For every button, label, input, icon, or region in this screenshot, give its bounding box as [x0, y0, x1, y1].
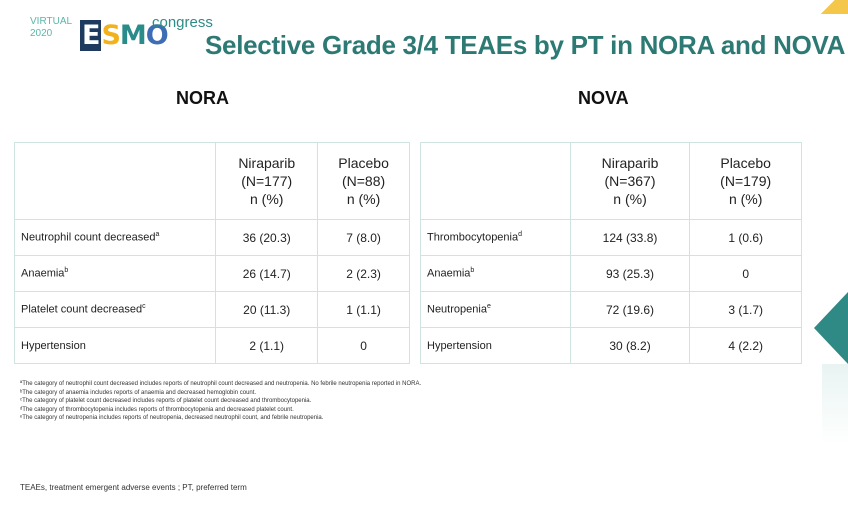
row-footnote-mark: b [64, 267, 69, 275]
placebo-value: 4 (2.2) [689, 327, 802, 364]
table-row: Anaemiab 93 (25.3) 0 [420, 255, 802, 292]
table-row: Hypertension 2 (1.1) 0 [13, 327, 410, 364]
row-footnote-mark: c [142, 303, 146, 311]
niraparib-value: 36 (20.3) [215, 219, 319, 256]
table-row: Thrombocytopeniad 124 (33.8) 1 (0.6) [420, 219, 802, 256]
nova-col1-drug: Niraparib [601, 155, 659, 171]
row-footnote-mark: a [155, 231, 160, 239]
row-footnote-mark: b [470, 267, 475, 275]
footnote: ᶜThe category of platelet count decrease… [20, 398, 312, 404]
footnote: ᵉThe category of neutropenia includes re… [20, 415, 324, 421]
nova-header-niraparib: Niraparib (N=367) n (%) [569, 142, 691, 220]
row-label: Neutropeniae [420, 291, 571, 328]
placebo-value: 0 [317, 327, 410, 364]
logo-letter-m: M [119, 20, 147, 51]
footnote: ᵇThe category of anaemia includes report… [20, 389, 257, 396]
abbreviations: TEAEs, treatment emergent adverse events… [20, 483, 247, 492]
placebo-value: 3 (1.7) [689, 291, 802, 328]
row-label: Anaemiab [13, 255, 217, 292]
table-row: Anaemiab 26 (14.7) 2 (2.3) [13, 255, 410, 292]
row-label: Neutrophil count decreaseda [13, 219, 217, 256]
row-label: Hypertension [420, 327, 571, 364]
niraparib-value: 72 (19.6) [569, 291, 691, 328]
row-footnote-mark: d [518, 231, 523, 239]
corner-decoration-right [814, 292, 848, 364]
nova-table: Niraparib (N=367) n (%) Placebo (N=179) … [420, 142, 802, 364]
logo-virtual-text: VIRTUAL 2020 [30, 16, 72, 40]
row-label-text: Hypertension [427, 339, 492, 352]
footnotes: ªThe category of neutrophil count decrea… [20, 380, 421, 423]
nora-col2-n: (N=88) [341, 173, 386, 189]
nova-heading: NOVA [578, 88, 629, 108]
niraparib-value: 124 (33.8) [569, 219, 691, 256]
nova-header-placebo: Placebo (N=179) n (%) [689, 142, 802, 220]
nora-heading: NORA [176, 88, 229, 108]
placebo-value: 1 (0.6) [689, 219, 802, 256]
placebo-value: 0 [689, 255, 802, 292]
row-label-text: Platelet count decreased [21, 303, 143, 316]
table-row: Neutropeniae 72 (19.6) 3 (1.7) [420, 291, 802, 328]
row-label-text: Neutropenia [427, 303, 487, 316]
row-label-text: Anaemia [21, 267, 65, 280]
row-label: Thrombocytopeniad [420, 219, 571, 256]
footnote: ᵈThe category of thrombocytopenia includ… [20, 406, 294, 413]
corner-decoration-gradient [822, 364, 848, 444]
slide-title: Selective Grade 3/4 TEAEs by PT in NORA … [205, 30, 846, 60]
placebo-value: 1 (1.1) [317, 291, 410, 328]
nova-header-blank [420, 142, 571, 220]
niraparib-value: 30 (8.2) [569, 327, 691, 364]
nora-header-blank [13, 142, 217, 220]
nova-col2-drug: Placebo [720, 155, 771, 171]
row-footnote-mark: e [486, 303, 491, 311]
logo-letter-e: E [80, 20, 102, 51]
niraparib-value: 93 (25.3) [569, 255, 691, 292]
nora-table-header: Niraparib (N=177) n (%) Placebo (N=88) n… [13, 142, 410, 220]
nova-col2-n: (N=179) [720, 173, 772, 189]
nova-col1-unit: n (%) [613, 191, 647, 207]
logo-virtual: VIRTUAL [30, 16, 73, 27]
nora-table: Niraparib (N=177) n (%) Placebo (N=88) n… [13, 142, 410, 364]
row-label-text: Anaemia [427, 267, 471, 280]
nora-col1-n: (N=177) [241, 173, 293, 189]
table-row: Platelet count decreasedc 20 (11.3) 1 (1… [13, 291, 410, 328]
row-label: Platelet count decreasedc [13, 291, 217, 328]
niraparib-value: 26 (14.7) [215, 255, 319, 292]
placebo-value: 7 (8.0) [317, 219, 410, 256]
footnote: ªThe category of neutrophil count decrea… [20, 381, 422, 387]
logo-year: 2020 [30, 28, 53, 39]
row-label-text: Thrombocytopenia [427, 231, 519, 244]
row-label-text: Neutrophil count decreased [21, 231, 156, 244]
nora-col1-unit: n (%) [249, 191, 284, 207]
niraparib-value: 2 (1.1) [215, 327, 319, 364]
table-row: Neutrophil count decreaseda 36 (20.3) 7 … [13, 219, 410, 256]
logo-congress: congress [152, 14, 213, 31]
nova-col2-unit: n (%) [728, 191, 763, 207]
nora-col2-drug: Placebo [338, 155, 389, 171]
niraparib-value: 20 (11.3) [215, 291, 319, 328]
corner-decoration-top [808, 0, 848, 14]
nora-header-placebo: Placebo (N=88) n (%) [317, 142, 410, 220]
row-label-text: Hypertension [21, 339, 86, 352]
nora-col2-unit: n (%) [346, 191, 381, 207]
logo-letter-s: S [101, 20, 120, 51]
row-label: Anaemiab [420, 255, 571, 292]
nora-col1-drug: Niraparib [238, 155, 296, 171]
table-row: Hypertension 30 (8.2) 4 (2.2) [420, 327, 802, 364]
nova-table-header: Niraparib (N=367) n (%) Placebo (N=179) … [420, 142, 802, 220]
row-label: Hypertension [13, 327, 217, 364]
placebo-value: 2 (2.3) [317, 255, 410, 292]
nora-header-niraparib: Niraparib (N=177) n (%) [215, 142, 319, 220]
logo-esmo: ESMO [80, 20, 169, 51]
logo-letter-o: O [145, 20, 169, 51]
nova-col1-n: (N=367) [604, 173, 656, 189]
